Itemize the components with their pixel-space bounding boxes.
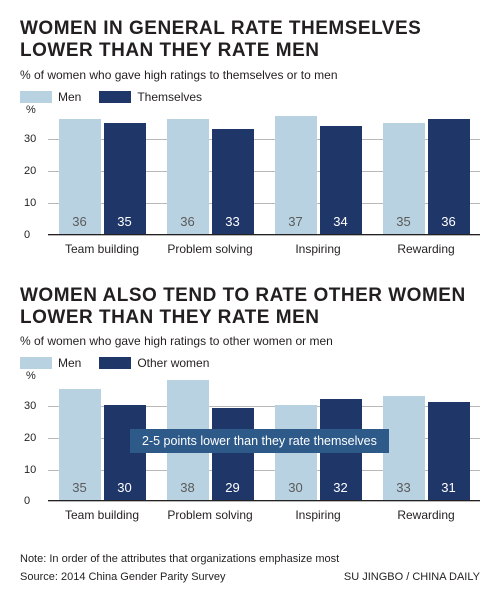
chart2-subtitle: % of women who gave high ratings to othe…: [20, 334, 480, 348]
footer-source: Source: 2014 China Gender Parity Survey: [20, 571, 225, 583]
legend-label-men: Men: [58, 90, 81, 104]
xlabel: Rewarding: [378, 508, 473, 522]
ytick: 10: [24, 464, 36, 476]
bar-value: 33: [396, 480, 410, 500]
chart1-title: WOMEN IN GENERAL RATE THEMSELVES LOWER T…: [20, 18, 480, 62]
bar: 36: [59, 119, 101, 233]
bar-value: 32: [333, 480, 347, 500]
footer-note: Note: In order of the attributes that or…: [20, 551, 480, 568]
bar-value: 35: [117, 214, 131, 234]
bar-value: 31: [441, 480, 455, 500]
bar: 34: [320, 126, 362, 234]
chart2-yaxis-label: %: [26, 370, 36, 382]
gridline: [48, 235, 480, 236]
bar-group: 36 35: [54, 119, 149, 233]
ytick: 30: [24, 133, 36, 145]
bar-value: 36: [72, 214, 86, 234]
xlabel: Rewarding: [378, 242, 473, 256]
bar: 35: [59, 389, 101, 500]
swatch-themselves: [99, 91, 131, 103]
chart1-plot: % 01020303635363337343536Team buildingPr…: [48, 108, 480, 263]
chart2-legend: Men Other women: [20, 356, 480, 370]
chart-self-vs-men: WOMEN IN GENERAL RATE THEMSELVES LOWER T…: [20, 18, 480, 263]
chart1-legend: Men Themselves: [20, 90, 480, 104]
bar: 31: [428, 402, 470, 500]
bar-group: 35 36: [378, 119, 473, 233]
bar-value: 30: [117, 480, 131, 500]
legend-item-men: Men: [20, 90, 81, 104]
ytick: 20: [24, 165, 36, 177]
bar-value: 35: [72, 480, 86, 500]
bar: 36: [428, 119, 470, 233]
bar: 30: [104, 405, 146, 500]
ytick: 0: [24, 229, 30, 241]
bar-value: 37: [288, 214, 302, 234]
xlabel: Team building: [54, 242, 149, 256]
chart-otherwomen-vs-men: WOMEN ALSO TEND TO RATE OTHER WOMEN LOWE…: [20, 285, 480, 530]
bar-value: 36: [180, 214, 194, 234]
chart1-yaxis-label: %: [26, 104, 36, 116]
ytick: 10: [24, 197, 36, 209]
bar-group: 37 34: [270, 116, 365, 233]
bar-group: 36 33: [162, 119, 257, 233]
bar-value: 34: [333, 214, 347, 234]
xlabel: Inspiring: [270, 508, 365, 522]
legend-item-men2: Men: [20, 356, 81, 370]
footer-credit: SU JINGBO / CHINA DAILY: [344, 571, 480, 583]
bar-group: 33 31: [378, 396, 473, 501]
callout-box: 2-5 points lower than they rate themselv…: [130, 429, 389, 453]
chart2-plot: % 010203035303829303233312-5 points lowe…: [48, 374, 480, 529]
footer-credit-row: Source: 2014 China Gender Parity Survey …: [20, 571, 480, 583]
chart2-title: WOMEN ALSO TEND TO RATE OTHER WOMEN LOWE…: [20, 285, 480, 329]
gridline: [48, 501, 480, 502]
legend-label-themselves: Themselves: [137, 90, 202, 104]
xlabel: Problem solving: [162, 242, 257, 256]
bar-value: 29: [225, 480, 239, 500]
bar: 35: [104, 123, 146, 234]
ytick: 0: [24, 495, 30, 507]
bar-value: 35: [396, 214, 410, 234]
xlabel: Problem solving: [162, 508, 257, 522]
bar-value: 30: [288, 480, 302, 500]
legend-label-otherwomen: Other women: [137, 356, 209, 370]
legend-item-themselves: Themselves: [99, 90, 202, 104]
bar-value: 38: [180, 480, 194, 500]
legend-item-otherwomen: Other women: [99, 356, 209, 370]
bar: 37: [275, 116, 317, 233]
legend-label-men2: Men: [58, 356, 81, 370]
ytick: 20: [24, 432, 36, 444]
ytick: 30: [24, 400, 36, 412]
swatch-men2: [20, 357, 52, 369]
bar: 30: [275, 405, 317, 500]
swatch-otherwomen: [99, 357, 131, 369]
bar: 33: [212, 129, 254, 234]
xlabel: Team building: [54, 508, 149, 522]
bar: 29: [212, 408, 254, 500]
xlabel: Inspiring: [270, 242, 365, 256]
bar: 35: [383, 123, 425, 234]
bar: 36: [167, 119, 209, 233]
bar-value: 36: [441, 214, 455, 234]
swatch-men: [20, 91, 52, 103]
chart1-subtitle: % of women who gave high ratings to them…: [20, 68, 480, 82]
bar-value: 33: [225, 214, 239, 234]
